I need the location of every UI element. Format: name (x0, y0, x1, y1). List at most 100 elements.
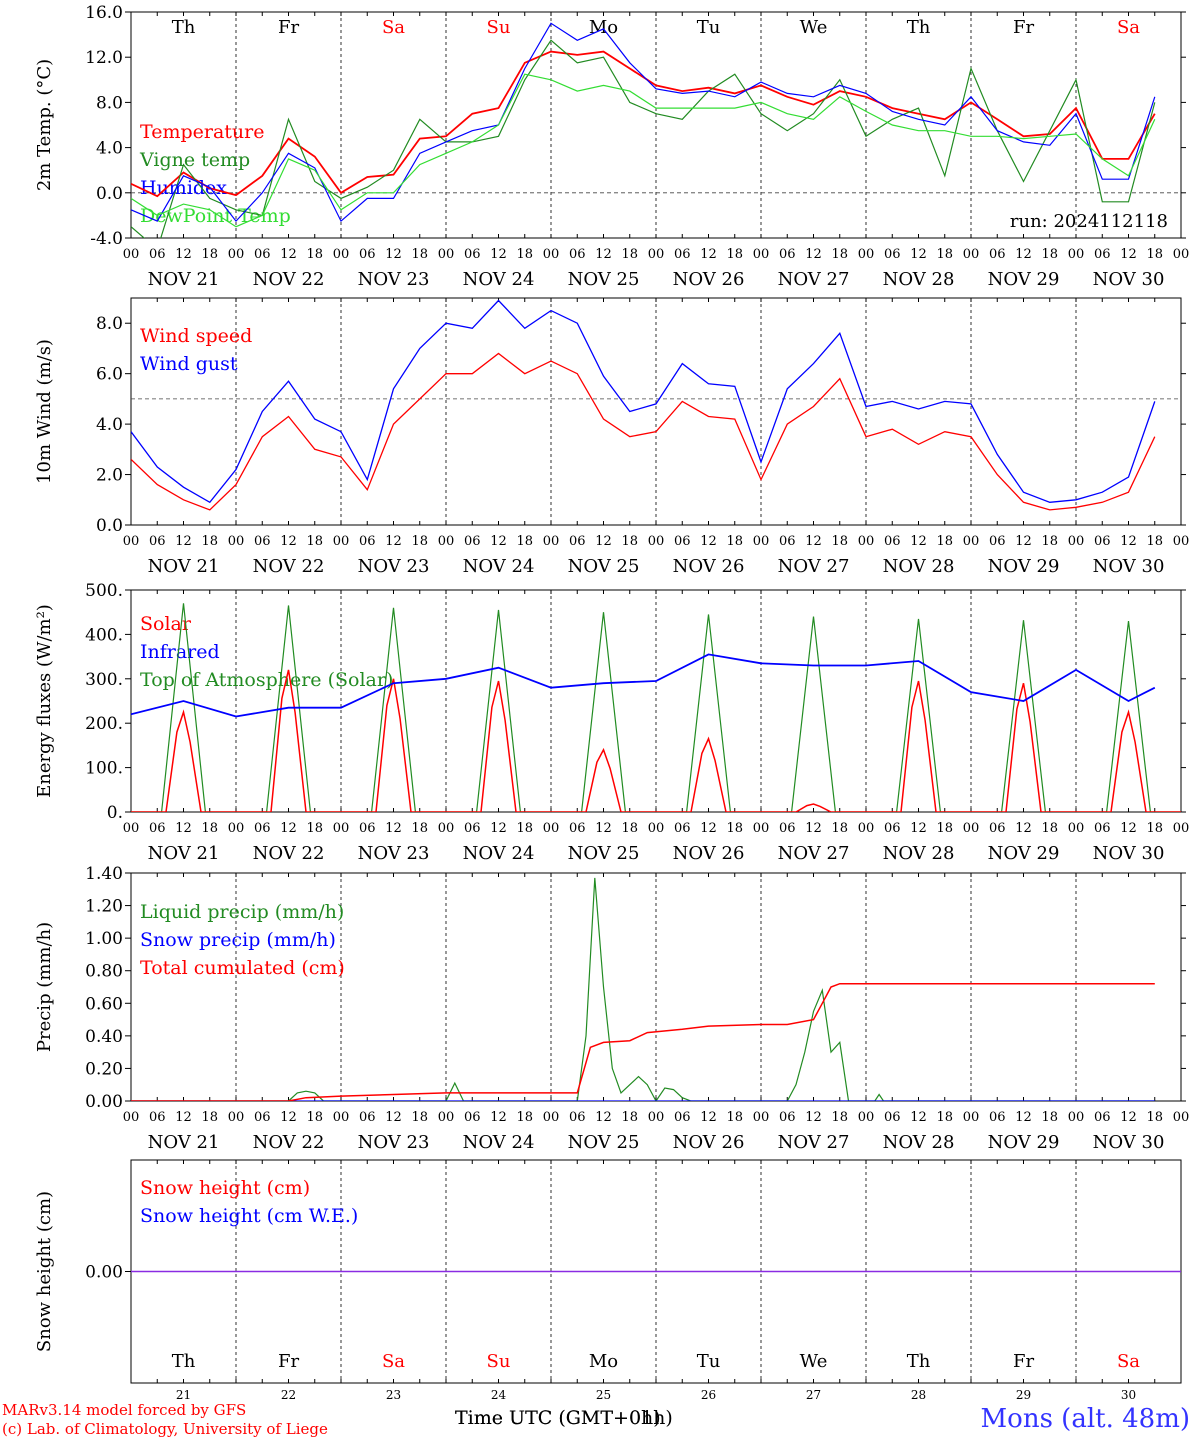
hour-tick-label: 12 (280, 821, 297, 836)
day-name: Mo (589, 17, 618, 38)
date-label: NOV 24 (463, 556, 535, 577)
hour-tick-label: 00 (333, 821, 350, 836)
x-axis-label-alt: Time UTC (GMT+01h) (455, 1407, 673, 1429)
hour-tick-label: 12 (385, 1110, 402, 1125)
y-tick-label: 16.0 (85, 3, 123, 23)
date-label: NOV 22 (253, 1132, 325, 1153)
hour-tick-label: 18 (726, 534, 743, 549)
hour-tick-label: 12 (805, 821, 822, 836)
day-name: Th (907, 17, 931, 38)
y-tick-label: 4.0 (96, 139, 123, 159)
series-line-top-of-atmosphere (131, 603, 1181, 812)
day-number: 22 (281, 1388, 296, 1402)
hour-tick-label: 12 (280, 534, 297, 549)
day-name: Su (487, 17, 511, 38)
hour-tick-label: 18 (1041, 1110, 1058, 1125)
hour-tick-label: 00 (753, 247, 770, 262)
hour-tick-label: 00 (753, 821, 770, 836)
hour-tick-label: 18 (726, 1110, 743, 1125)
hour-tick-label: 12 (700, 247, 717, 262)
hour-tick-label: 00 (228, 247, 245, 262)
hour-tick-label: 06 (989, 247, 1006, 262)
y-tick-label: 12.0 (85, 48, 123, 68)
y-tick-label: 0.0 (96, 516, 123, 536)
hour-tick-label: 06 (779, 1110, 796, 1125)
hour-tick-label: 06 (989, 1110, 1006, 1125)
hour-tick-label: 06 (149, 534, 166, 549)
date-label: NOV 25 (568, 556, 640, 577)
hour-tick-label: 06 (254, 247, 271, 262)
panel-5: 0.00 Snow height (cm) Th Fr Sa Su Mo Tu We Th Fr Sa… (34, 1159, 1182, 1402)
hour-tick-label: 12 (1015, 247, 1032, 262)
credit-model: MARv3.14 model forced by GFS (2, 1401, 246, 1419)
date-label: NOV 30 (1093, 1132, 1165, 1153)
y-tick-label: 300. (85, 670, 123, 690)
y-tick-label: 4.0 (96, 415, 123, 435)
hour-tick-label: 00 (963, 247, 980, 262)
hour-tick-label: 00 (543, 247, 560, 262)
hour-tick-label: 18 (306, 247, 323, 262)
day-number: 28 (911, 1388, 926, 1402)
day-name: Tu (697, 1351, 721, 1372)
hour-tick-label: 18 (411, 1110, 428, 1125)
hour-tick-label: 06 (989, 534, 1006, 549)
legend-entry: Wind speed (140, 325, 252, 347)
hour-tick-label: 12 (280, 247, 297, 262)
footer: MARv3.14 model forced by GFS(c) Lab. of … (2, 1401, 1190, 1438)
hour-tick-label: 12 (385, 247, 402, 262)
legend-entry: Total cumulated (cm) (140, 957, 345, 979)
legend-entry: Liquid precip (mm/h) (140, 901, 344, 923)
hour-tick-label: 18 (621, 1110, 638, 1125)
hour-tick-label: 06 (569, 821, 586, 836)
credit-lab: (c) Lab. of Climatology, University of L… (2, 1420, 328, 1438)
hour-tick-label: 00 (438, 534, 455, 549)
date-label: NOV 26 (673, 269, 745, 290)
hour-tick-label: 06 (779, 821, 796, 836)
hour-tick-label: 00 (123, 534, 140, 549)
hour-tick-label: 06 (779, 247, 796, 262)
day-name: Tu (697, 17, 721, 38)
hour-tick-label: 00 (648, 247, 665, 262)
hour-tick-label: 06 (1094, 247, 1111, 262)
hour-tick-label: 12 (700, 1110, 717, 1125)
hour-tick-label: 00 (648, 821, 665, 836)
hour-tick-label: 18 (831, 821, 848, 836)
series-line-wind-speed (131, 352, 1156, 511)
date-label: NOV 21 (148, 556, 220, 577)
date-label: NOV 29 (988, 1132, 1060, 1153)
date-label: NOV 25 (568, 269, 640, 290)
date-label: NOV 28 (883, 269, 955, 290)
hour-tick-label: 00 (858, 821, 875, 836)
day-name: We (800, 17, 828, 38)
hour-tick-label: 06 (884, 821, 901, 836)
y-tick-label: 0.0 (96, 184, 123, 204)
hour-tick-label: 00 (438, 821, 455, 836)
hour-tick-label: 06 (674, 1110, 691, 1125)
hour-tick-label: 06 (569, 534, 586, 549)
y-tick-label: 500. (85, 581, 123, 601)
hour-tick-label: 18 (1146, 821, 1163, 836)
hour-tick-label: 12 (700, 821, 717, 836)
run-label: run: 2024112118 (1010, 211, 1168, 232)
hour-tick-label: 06 (359, 534, 376, 549)
series-line-solar (131, 669, 1181, 812)
date-label: NOV 24 (463, 1132, 535, 1153)
legend-entry: Snow height (cm) (140, 1177, 310, 1199)
hour-tick-label: 00 (438, 247, 455, 262)
hour-tick-label: 00 (543, 534, 560, 549)
hour-tick-label: 06 (464, 247, 481, 262)
day-name: Su (487, 1351, 511, 1372)
date-label: NOV 29 (988, 269, 1060, 290)
hour-tick-label: 06 (989, 821, 1006, 836)
legend-entry: Top of Atmosphere (Solar) (140, 669, 393, 691)
hour-tick-label: 18 (306, 821, 323, 836)
hour-tick-label: 06 (884, 247, 901, 262)
hour-tick-label: 18 (831, 247, 848, 262)
day-name: Mo (589, 1351, 618, 1372)
day-name: Fr (1013, 1351, 1034, 1372)
hour-tick-label: 18 (201, 247, 218, 262)
hour-tick-label: 18 (831, 1110, 848, 1125)
hour-tick-label: 12 (385, 821, 402, 836)
y-tick-label: 8.0 (96, 314, 123, 334)
day-name: Sa (382, 1351, 405, 1372)
